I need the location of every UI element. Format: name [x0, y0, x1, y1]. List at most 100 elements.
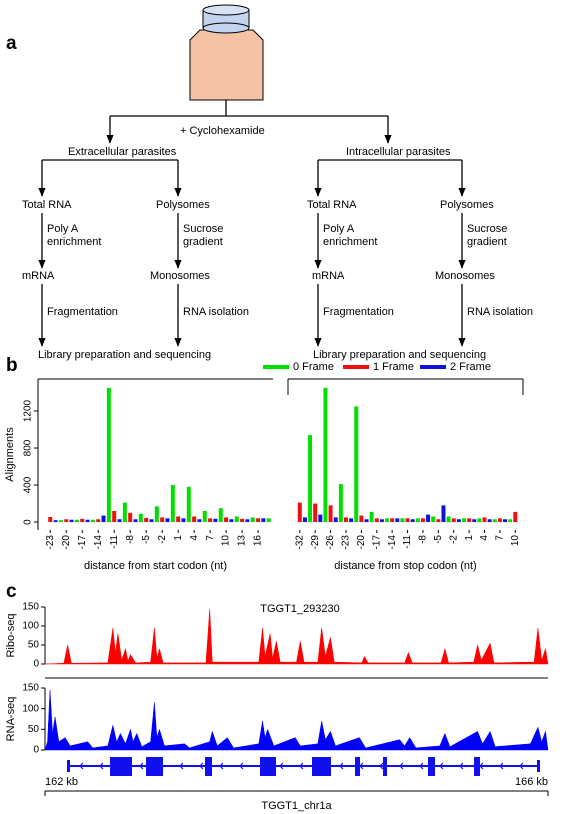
- x-tick-label: -23: [45, 535, 56, 550]
- step: mRNA: [312, 270, 345, 282]
- step-label: Sucrose: [467, 223, 507, 235]
- bar: [213, 518, 218, 523]
- y-tick-label: 50: [28, 640, 40, 651]
- bar: [96, 519, 101, 523]
- step-label: enrichment: [323, 236, 377, 248]
- bar: [385, 518, 390, 523]
- bar: [302, 517, 307, 523]
- bar: [218, 508, 223, 523]
- bar: [497, 518, 502, 523]
- step: Polysomes: [440, 199, 494, 211]
- bar: [456, 519, 461, 523]
- x-tick-label: -11: [109, 535, 120, 549]
- x-axis-label: distance from stop codon (nt): [334, 560, 476, 572]
- bar: [64, 519, 69, 523]
- bar: [80, 518, 85, 523]
- bar: [138, 513, 143, 523]
- x-tick-label: -23: [341, 535, 352, 550]
- x-tick-label: -2: [448, 535, 459, 544]
- bar: [240, 518, 245, 523]
- bar: [451, 518, 456, 523]
- bar: [467, 518, 472, 523]
- bar: [85, 519, 90, 523]
- y-tick-label: 50: [28, 724, 40, 735]
- y-tick-label: 1200: [23, 399, 34, 422]
- bar: [256, 518, 261, 523]
- bar: [181, 518, 186, 523]
- strand-arrow: [119, 762, 124, 770]
- step-label: Fragmentation: [323, 306, 394, 318]
- x-tick-label: -11: [402, 535, 413, 549]
- bar: [69, 519, 74, 523]
- step-label: enrichment: [47, 236, 101, 248]
- step-label: Fragmentation: [47, 306, 118, 318]
- bar: [472, 519, 477, 523]
- bar: [117, 519, 122, 523]
- strand-arrow: [459, 762, 464, 770]
- x-tick-label: -20: [356, 535, 367, 550]
- bar: [186, 486, 191, 523]
- branch-title: Extracellular parasites: [68, 146, 177, 158]
- bar: [133, 519, 138, 523]
- bar: [313, 503, 318, 523]
- bar: [431, 516, 436, 523]
- bar: [415, 518, 420, 523]
- bar: [426, 514, 431, 523]
- bar: [160, 517, 165, 523]
- strand-arrow: [179, 762, 184, 770]
- bar: [461, 518, 466, 523]
- bar: [436, 519, 441, 523]
- x-tick-label: -20: [61, 535, 72, 550]
- step: Monosomes: [435, 270, 495, 282]
- bar: [508, 519, 513, 523]
- bar: [261, 518, 266, 523]
- bar: [128, 512, 133, 523]
- y-tick-label: 0: [33, 745, 39, 756]
- x-tick-label: -14: [387, 535, 398, 550]
- strand-arrow: [219, 762, 224, 770]
- bar: [176, 516, 181, 523]
- y-tick-label: 100: [22, 703, 39, 714]
- x-tick-label: 10: [510, 535, 521, 547]
- coverage-area: [44, 608, 549, 665]
- bar: [106, 387, 111, 523]
- bar: [359, 515, 364, 523]
- step-label: RNA isolation: [467, 306, 533, 318]
- x-axis-label: distance from start codon (nt): [84, 560, 227, 572]
- x-tick-label: -17: [371, 535, 382, 550]
- bar: [354, 406, 359, 523]
- legend-label: 2 Frame: [450, 361, 491, 373]
- y-tick-label: 0: [33, 659, 39, 670]
- bar: [400, 518, 405, 523]
- strand-arrow: [299, 762, 304, 770]
- strand-arrow: [139, 762, 144, 770]
- bar: [343, 517, 348, 523]
- step-label: gradient: [467, 236, 507, 248]
- y-tick-label: 150: [22, 602, 39, 613]
- bar: [410, 519, 415, 523]
- y-axis-label: Alignments: [4, 427, 16, 482]
- strand-arrow: [379, 762, 384, 770]
- x-tick-label: -29: [310, 535, 321, 550]
- bar: [170, 485, 175, 523]
- bar: [503, 519, 508, 523]
- step-label: gradient: [183, 236, 223, 248]
- bar: [197, 519, 202, 523]
- bar: [349, 518, 354, 523]
- x-tick-label: 162 kb: [45, 776, 78, 788]
- x-tick-label: -32: [294, 535, 305, 550]
- x-tick-label: 166 kb: [515, 776, 548, 788]
- strand-arrow: [479, 762, 484, 770]
- bar: [441, 505, 446, 523]
- x-tick-label: 10: [221, 535, 232, 547]
- bar: [224, 517, 229, 523]
- step: Total RNA: [22, 199, 72, 211]
- x-tick-label: 7: [205, 535, 216, 541]
- bar: [482, 517, 487, 523]
- bar: [90, 519, 95, 523]
- bar: [364, 519, 369, 523]
- coverage-area: [44, 690, 549, 751]
- x-tick-label: -8: [418, 535, 429, 544]
- bar: [165, 518, 170, 523]
